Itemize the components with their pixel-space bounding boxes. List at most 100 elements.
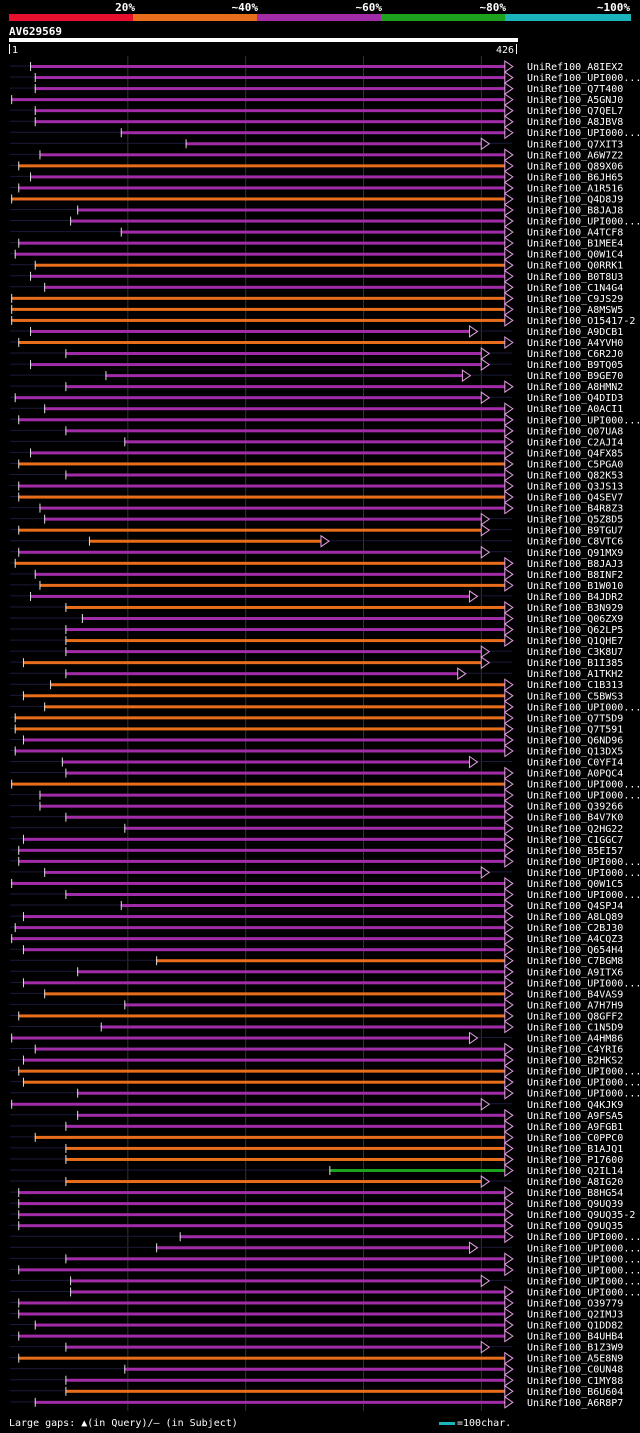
hit-label[interactable]: UniRef100_Q7T5D9 [527, 713, 623, 724]
hit-bar[interactable] [18, 1356, 505, 1360]
hit-bar[interactable] [18, 341, 505, 344]
hit-bar[interactable] [18, 1312, 505, 1316]
hit-label[interactable]: UniRef100_UPI000... [527, 1276, 640, 1287]
hit-label[interactable]: UniRef100_A8HMN2 [527, 382, 623, 393]
hit-label[interactable]: UniRef100_Q7QEL7 [527, 106, 623, 117]
hit-bar[interactable] [18, 495, 505, 499]
hit-bar[interactable] [34, 263, 505, 267]
hit-bar[interactable] [39, 506, 505, 510]
hit-row[interactable]: UniRef100_C2AJI4 [10, 435, 623, 448]
hit-row[interactable]: UniRef100_B6U604 [10, 1384, 623, 1398]
hit-row[interactable]: UniRef100_Q7QEL7 [10, 104, 623, 117]
hit-label[interactable]: UniRef100_C5PGA0 [527, 459, 623, 470]
hit-label[interactable]: UniRef100_Q07UA8 [527, 426, 623, 437]
hit-bar[interactable] [39, 153, 505, 157]
hit-bar[interactable] [34, 109, 505, 113]
hit-bar[interactable] [65, 672, 458, 676]
hit-row[interactable]: UniRef100_C6R2J0 [10, 347, 623, 360]
hit-label[interactable]: UniRef100_A8IG20 [527, 1177, 623, 1188]
hit-label[interactable]: UniRef100_B6U604 [527, 1387, 623, 1398]
hit-label[interactable]: UniRef100_B1I385 [527, 658, 623, 669]
hit-label[interactable]: UniRef100_C1N4G4 [527, 283, 623, 294]
hit-label[interactable]: UniRef100_A0PQC4 [527, 769, 623, 780]
hit-bar[interactable] [34, 572, 505, 576]
hit-label[interactable]: UniRef100_C1MY88 [527, 1376, 623, 1387]
hit-bar[interactable] [77, 208, 505, 212]
hit-row[interactable]: UniRef100_B4R8Z3 [10, 501, 623, 515]
hit-row[interactable]: UniRef100_Q4SPJ4 [10, 899, 623, 912]
hit-label[interactable]: UniRef100_B8JAJ3 [527, 559, 623, 570]
hit-row[interactable]: UniRef100_UPI000... [10, 1285, 640, 1298]
hit-row[interactable]: UniRef100_Q3JS13 [10, 479, 623, 493]
hit-row[interactable]: UniRef100_Q2HG22 [10, 821, 623, 835]
hit-row[interactable]: UniRef100_UPI000... [10, 1241, 640, 1254]
hit-bar[interactable] [30, 363, 482, 367]
hit-bar[interactable] [18, 241, 505, 245]
hit-bar[interactable] [14, 396, 482, 400]
hit-bar[interactable] [65, 605, 505, 609]
hit-label[interactable]: UniRef100_UPI000... [527, 1287, 640, 1298]
hit-label[interactable]: UniRef100_Q06ZX9 [527, 614, 623, 625]
hit-row[interactable]: UniRef100_UPI000... [10, 888, 640, 901]
hit-label[interactable]: UniRef100_B9GE70 [527, 371, 623, 382]
hit-row[interactable]: UniRef100_C1B313 [10, 678, 623, 691]
hit-label[interactable]: UniRef100_A4HM86 [527, 1034, 623, 1045]
hit-label[interactable]: UniRef100_C0UN48 [527, 1365, 623, 1376]
hit-label[interactable]: UniRef100_Q3JS13 [527, 482, 623, 493]
hit-label[interactable]: UniRef100_A4YVH0 [527, 338, 623, 349]
hit-bar[interactable] [44, 285, 505, 289]
hit-row[interactable]: UniRef100_C8VTC6 [10, 534, 623, 548]
hit-row[interactable]: UniRef100_C1MY88 [10, 1373, 623, 1387]
hit-bar[interactable] [77, 1113, 505, 1117]
hit-bar[interactable] [65, 628, 505, 632]
hit-label[interactable]: UniRef100_UPI000... [527, 1254, 640, 1265]
hit-row[interactable]: UniRef100_C1GGC7 [10, 832, 623, 846]
hit-label[interactable]: UniRef100_Q2IMJ3 [527, 1310, 623, 1321]
hit-label[interactable]: UniRef100_A8JBV8 [527, 117, 623, 128]
hit-bar[interactable] [70, 1290, 505, 1294]
hit-label[interactable]: UniRef100_A8MSW5 [527, 305, 623, 316]
hit-row[interactable]: UniRef100_A9DCB1 [10, 325, 623, 338]
hit-bar[interactable] [34, 87, 505, 91]
hit-row[interactable]: UniRef100_Q0RRK1 [10, 258, 623, 272]
hit-row[interactable]: UniRef100_UPI000... [10, 976, 640, 989]
hit-row[interactable]: UniRef100_Q8GFF2 [10, 1009, 623, 1022]
hit-label[interactable]: UniRef100_B4UHB4 [527, 1332, 623, 1343]
hit-row[interactable]: UniRef100_A9ITX6 [10, 965, 623, 978]
hit-label[interactable]: UniRef100_A9FSA5 [527, 1111, 623, 1122]
hit-row[interactable]: UniRef100_A8IG20 [10, 1175, 623, 1188]
hit-row[interactable]: UniRef100_Q82K53 [10, 468, 623, 481]
hit-label[interactable]: UniRef100_UPI000... [527, 1232, 640, 1243]
hit-label[interactable]: UniRef100_Q91MX9 [527, 548, 623, 559]
hit-bar[interactable] [61, 760, 470, 764]
hit-label[interactable]: UniRef100_C0YFI4 [527, 758, 623, 769]
hit-label[interactable]: UniRef100_Q0W1C5 [527, 879, 623, 890]
hit-row[interactable]: UniRef100_A8MSW5 [10, 302, 623, 316]
hit-label[interactable]: UniRef100_Q8GFF2 [527, 1011, 623, 1022]
hit-label[interactable]: UniRef100_Q654H4 [527, 945, 623, 956]
hit-bar[interactable] [156, 959, 505, 963]
hit-row[interactable]: UniRef100_C1N4G4 [10, 280, 623, 294]
hit-label[interactable]: UniRef100_Q7T591 [527, 724, 623, 735]
hit-label[interactable]: UniRef100_B4VAS9 [527, 989, 623, 1000]
hit-bar[interactable] [14, 561, 505, 565]
hit-row[interactable]: UniRef100_C1N5D9 [10, 1020, 623, 1033]
hit-bar[interactable] [65, 650, 482, 654]
hit-label[interactable]: UniRef100_UPI000... [527, 1265, 640, 1276]
hit-row[interactable]: UniRef100_Q1QHE7 [10, 634, 623, 647]
hit-row[interactable]: UniRef100_A4YVH0 [10, 336, 623, 349]
hit-bar[interactable] [22, 661, 482, 665]
hit-row[interactable]: UniRef100_O39779 [10, 1296, 623, 1309]
hit-label[interactable]: UniRef100_UPI000... [527, 702, 640, 713]
hit-row[interactable]: UniRef100_A8HMN2 [10, 380, 623, 393]
hit-row[interactable]: UniRef100_Q7T5D9 [10, 711, 623, 724]
hit-row[interactable]: UniRef100_A6R8P7 [10, 1395, 623, 1409]
hit-label[interactable]: UniRef100_UPI000... [527, 1243, 640, 1254]
hit-row[interactable]: UniRef100_B1W010 [10, 578, 623, 592]
hit-row[interactable]: UniRef100_Q2IMJ3 [10, 1307, 623, 1321]
hit-bar[interactable] [22, 948, 505, 952]
hit-bar[interactable] [100, 1025, 505, 1029]
hit-label[interactable]: UniRef100_UPI000... [527, 1067, 640, 1078]
hit-row[interactable]: UniRef100_B8JAJ3 [10, 556, 623, 570]
hit-row[interactable]: UniRef100_A9FGB1 [10, 1119, 623, 1133]
